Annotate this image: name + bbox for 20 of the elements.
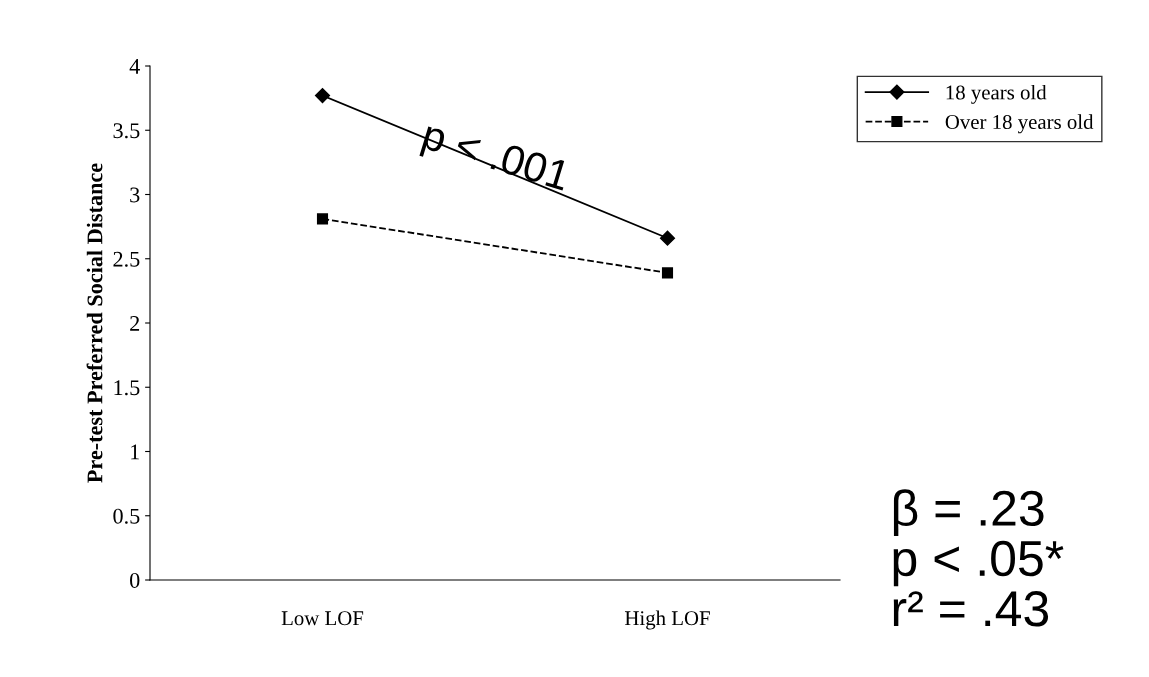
x-tick-label: High LOF: [624, 610, 710, 630]
y-tick-label: 0.5: [113, 508, 140, 524]
y-tick-label: 2.5: [113, 251, 140, 267]
legend-label: 18 years old: [946, 84, 1047, 104]
y-tick-label: 3.5: [113, 123, 140, 139]
text: β = .23 p < .05* r² = .43: [893, 489, 1064, 627]
annotation: p < .001: [419, 119, 571, 199]
x-tick-label: Low LOF: [281, 611, 364, 626]
y-tick-label: 1.5: [114, 380, 140, 396]
point: [314, 87, 331, 104]
y-tick-label: 3: [130, 187, 140, 203]
y-tick-label: 0: [130, 572, 140, 588]
point: [659, 230, 676, 246]
point: [316, 213, 329, 225]
y-tick-label: 2: [130, 315, 140, 331]
point: [661, 267, 674, 279]
legend-label: Over 18 years old: [945, 114, 1094, 134]
y-tick-label: 4: [129, 59, 140, 74]
y-axis-title: Pre-test Preferred Social Distance: [86, 163, 103, 483]
y-tick-label: 1: [131, 444, 139, 460]
